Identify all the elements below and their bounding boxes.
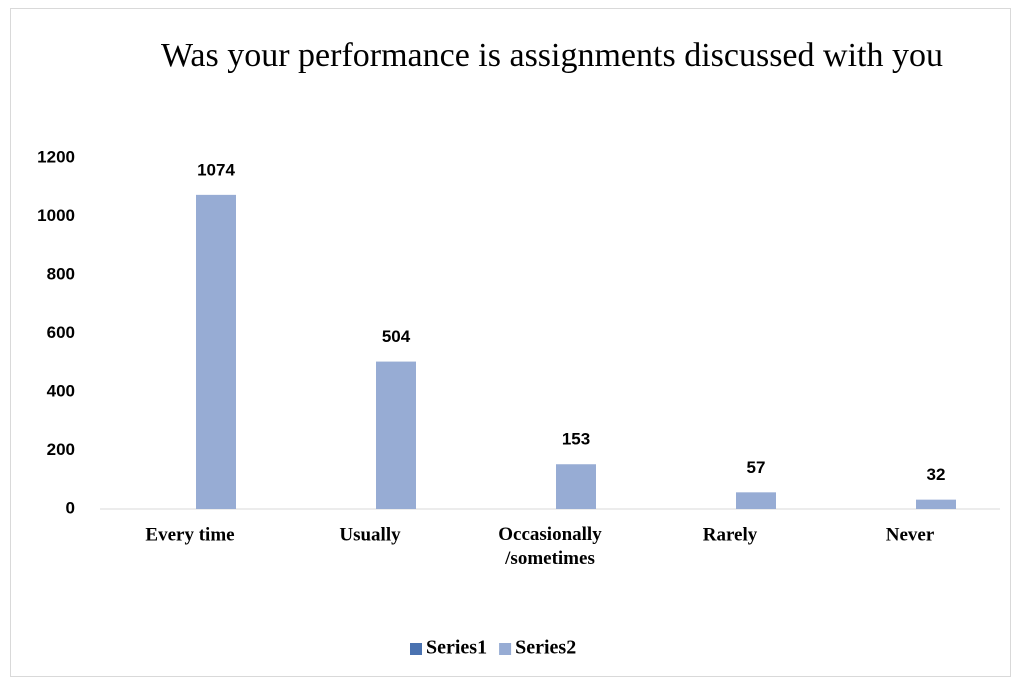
value-label: 504 — [382, 327, 411, 346]
bar — [916, 499, 956, 509]
y-tick-label: 1200 — [37, 147, 75, 166]
bar — [736, 492, 776, 509]
y-tick-label: 800 — [47, 264, 75, 283]
y-tick-label: 400 — [47, 381, 75, 400]
chart-title: Was your performance is assignments disc… — [161, 37, 943, 74]
bar — [556, 464, 596, 509]
value-label: 1074 — [197, 160, 235, 179]
x-tick-label: Every time — [145, 524, 234, 545]
value-label: 57 — [747, 458, 766, 477]
y-tick-label: 1000 — [37, 206, 75, 225]
y-tick-label: 600 — [47, 323, 75, 342]
y-tick-label: 0 — [66, 498, 75, 517]
bar — [376, 361, 416, 509]
value-label: 32 — [927, 465, 946, 484]
legend-label: Series2 — [515, 637, 576, 659]
x-tick-label: Never — [886, 524, 935, 545]
x-tick-label: Occasionally/sometimes — [498, 524, 602, 569]
chart-frame — [10, 8, 1011, 677]
x-tick-label: Usually — [339, 524, 401, 545]
bar — [196, 194, 236, 510]
value-label: 153 — [562, 430, 590, 449]
legend-label: Series1 — [426, 637, 487, 659]
legend-swatch — [499, 643, 512, 655]
x-tick-label: Rarely — [703, 524, 758, 545]
legend-swatch — [410, 643, 422, 655]
y-tick-label: 200 — [47, 440, 75, 459]
